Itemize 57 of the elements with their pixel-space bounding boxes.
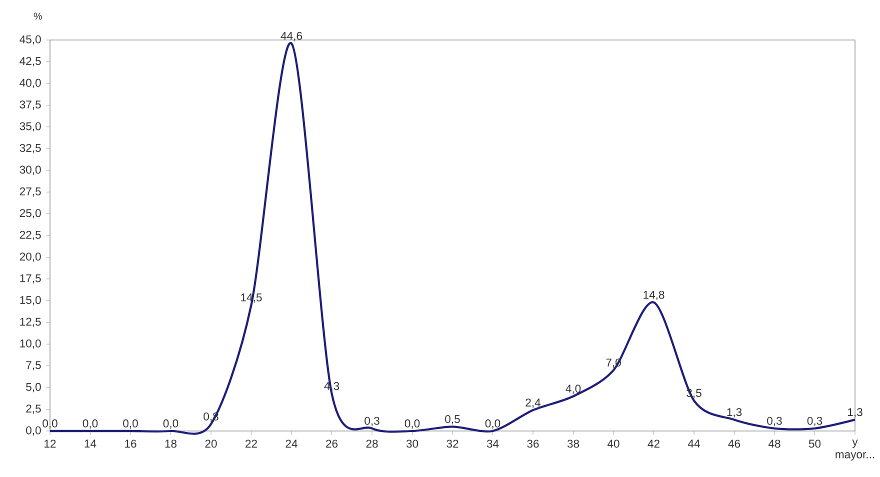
x-tick-label: 18 <box>165 440 177 448</box>
y-tick-label: 32,5 <box>20 144 41 154</box>
data-label: 1,3 <box>727 408 742 418</box>
x-tick-label: 22 <box>246 440 257 448</box>
data-label: 1,3 <box>848 408 862 418</box>
y-tick-label: 42,5 <box>20 57 41 66</box>
data-label: 4,0 <box>566 384 581 394</box>
y-tick-label: 5,0 <box>26 382 41 392</box>
x-tick-label: 24 <box>286 440 298 448</box>
y-tick-label: 37,5 <box>20 100 41 110</box>
y-tick-label: 25,0 <box>20 209 41 218</box>
x-tick-label: 12 <box>44 440 56 448</box>
x-tick-label: 20 <box>205 440 217 448</box>
data-label: 44,6 <box>280 32 302 42</box>
x-tick-label: 40 <box>607 440 620 448</box>
y-tick-label: 0,0 <box>26 426 41 436</box>
data-label: 2,4 <box>526 398 541 408</box>
x-tick-label: y mayor... <box>836 440 874 461</box>
x-tick-label: 16 <box>125 440 136 448</box>
data-label: 0,3 <box>807 416 822 426</box>
y-tick-label: 22,5 <box>20 230 41 240</box>
data-label: 0,0 <box>123 419 138 429</box>
y-tick-label: 17,5 <box>20 274 41 284</box>
data-label: 14,8 <box>644 290 664 300</box>
x-tick-label: 28 <box>366 440 378 448</box>
x-tick-label: 46 <box>728 440 740 448</box>
x-tick-label: 26 <box>326 440 338 448</box>
x-tick-label: 36 <box>527 440 539 448</box>
y-tick-label: 27,5 <box>20 187 41 197</box>
x-tick-label: 30 <box>406 440 418 448</box>
data-label: 0,0 <box>42 419 58 429</box>
x-tick-label: 48 <box>768 440 780 448</box>
x-tick-label: 32 <box>446 440 458 448</box>
data-label: 0,0 <box>82 419 98 429</box>
y-tick-label: 35,0 <box>20 122 41 132</box>
y-axis-title: % <box>34 12 42 20</box>
x-tick-label: 42 <box>648 440 660 448</box>
data-label: 0,0 <box>485 419 500 429</box>
x-tick-label: 14 <box>84 440 96 448</box>
y-tick-label: 7,5 <box>26 361 41 370</box>
x-tick-label: 44 <box>688 440 700 448</box>
y-tick-label: 15,0 <box>20 296 41 306</box>
x-tick-label: 50 <box>808 440 821 448</box>
x-tick-label: 34 <box>486 440 499 448</box>
data-label: 0,3 <box>364 416 380 426</box>
y-tick-label: 45,0 <box>20 35 41 45</box>
y-tick-label: 2,5 <box>26 404 41 414</box>
y-tick-label: 12,5 <box>20 318 41 328</box>
y-tick-label: 10,0 <box>20 339 41 349</box>
x-tick-label: 38 <box>567 440 580 448</box>
data-label: 0,3 <box>767 416 782 426</box>
y-tick-label: 30,0 <box>20 166 41 175</box>
data-label: 0,5 <box>445 415 460 424</box>
data-label: 0,0 <box>163 419 178 429</box>
data-label: 0,0 <box>404 419 420 429</box>
y-tick-label: 40,0 <box>20 78 41 88</box>
y-tick-label: 20,0 <box>20 252 41 262</box>
